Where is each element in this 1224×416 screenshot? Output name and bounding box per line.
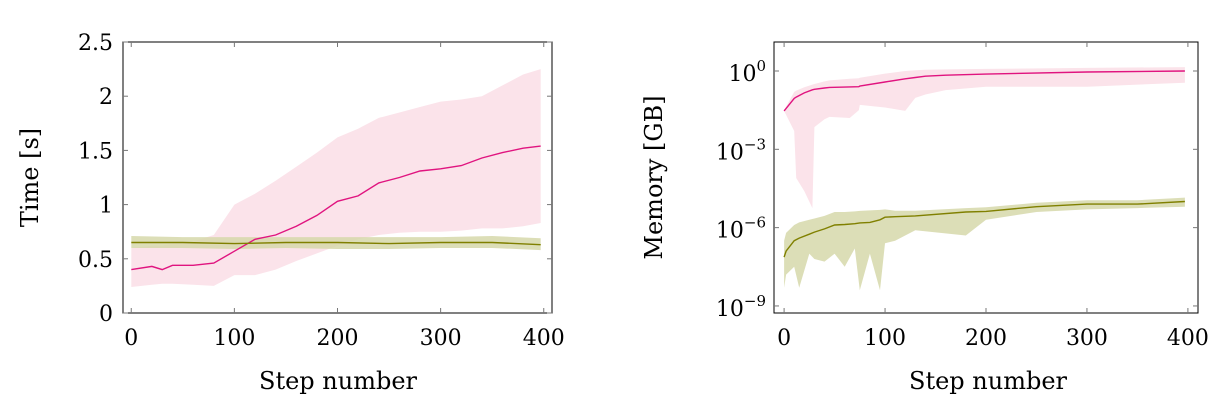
y-tick-label: 100 — [728, 57, 766, 87]
x-tick-label: 200 — [317, 326, 359, 351]
series-2-band — [784, 197, 1185, 291]
series-2-line — [783, 200, 1185, 258]
x-tick-label: 400 — [1167, 326, 1209, 351]
y-tick-label: 10−6 — [716, 214, 766, 244]
chart-panel-2: 0 100 200 300 400 100 10−3 10−6 10−9 Step number M… — [640, 41, 1209, 395]
series-1-line — [131, 145, 541, 271]
y-tick-label: 0 — [99, 302, 113, 327]
x-tick-label: 100 — [864, 326, 906, 351]
y-axis-label: Time [s] — [16, 128, 44, 227]
series-1-band — [131, 69, 541, 287]
x-tick-label: 300 — [1066, 326, 1108, 351]
y-tick-label: 0.5 — [78, 248, 113, 273]
series-2-line — [131, 241, 541, 246]
y-tick-label: 1.5 — [78, 139, 113, 164]
series-1-line — [783, 70, 1185, 112]
x-tick-label: 300 — [420, 326, 462, 351]
y-axis-label: Memory [GB] — [640, 95, 668, 259]
y-tick-label: 1 — [99, 194, 113, 219]
x-tick-label: 200 — [965, 326, 1007, 351]
series-1-band — [784, 67, 1185, 209]
y-tick-label: 2 — [99, 85, 113, 110]
y-tick-label: 10−9 — [716, 292, 766, 322]
x-tick-label: 0 — [777, 326, 791, 351]
y-tick-label: 2.5 — [78, 31, 113, 56]
x-tick-label: 100 — [213, 326, 255, 351]
x-tick-label: 0 — [124, 326, 138, 351]
x-axis-label: Step number — [909, 367, 1068, 395]
y-tick-label: 10−3 — [716, 135, 766, 165]
chart-panel-1: 0 100 200 300 400 0 0.5 1 1.5 2 2.5 Step number Time… — [16, 31, 565, 395]
x-tick-label: 400 — [523, 326, 565, 351]
x-axis-label: Step number — [259, 367, 418, 395]
